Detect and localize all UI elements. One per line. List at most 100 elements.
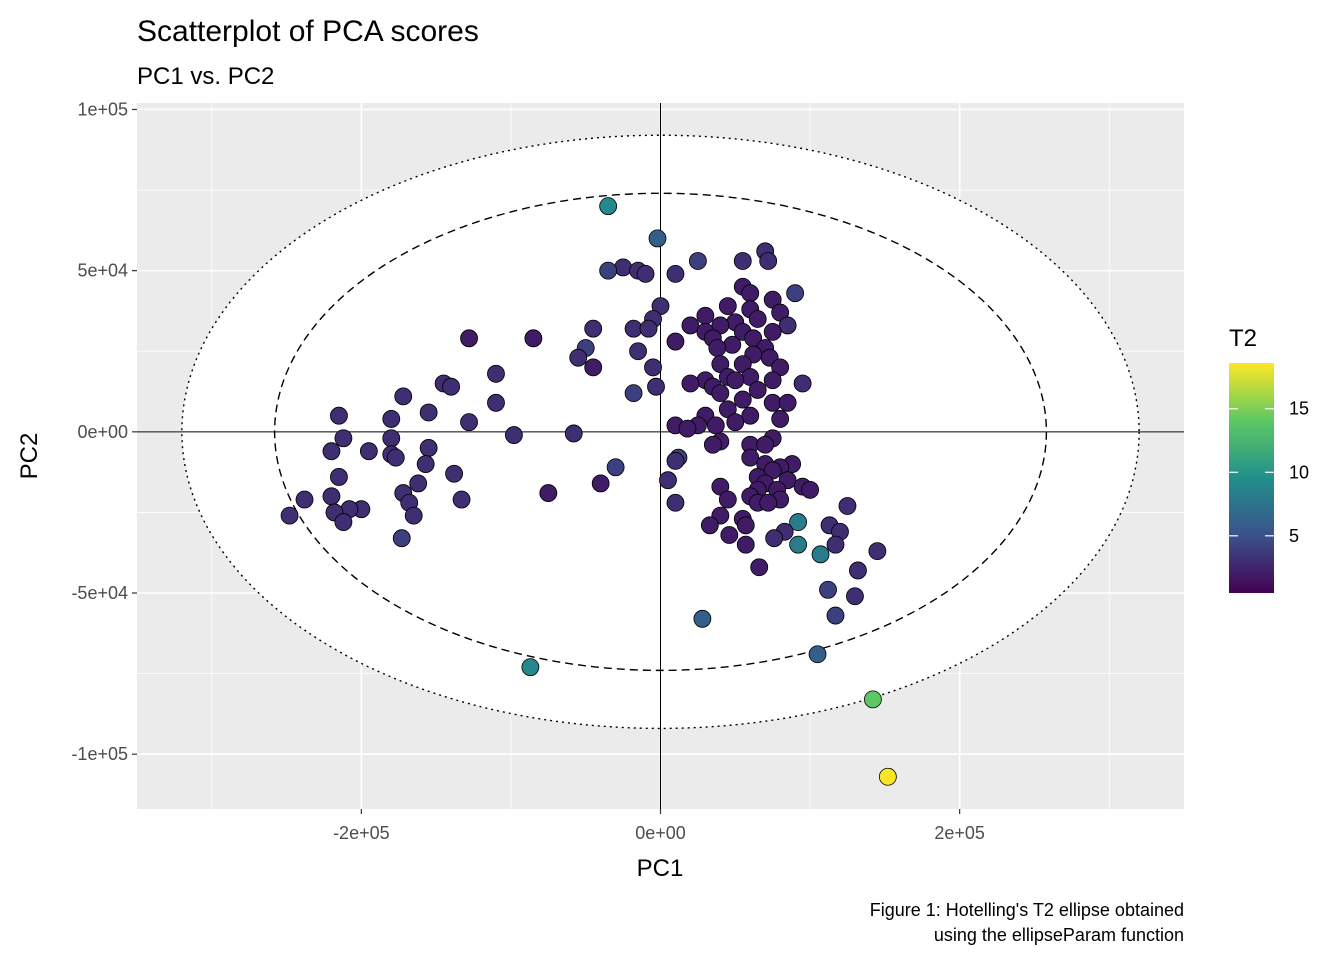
data-point: [711, 384, 730, 403]
data-point: [771, 410, 790, 428]
y-tick-label: -1e+05: [71, 744, 128, 764]
data-point: [442, 377, 461, 396]
data-point: [811, 545, 830, 564]
data-point: [564, 424, 583, 443]
data-point: [569, 348, 588, 367]
data-point: [846, 587, 864, 606]
y-tick-label: 0e+00: [77, 422, 128, 442]
data-point: [386, 448, 405, 467]
data-point: [539, 484, 558, 502]
data-point: [334, 513, 353, 531]
data-point: [703, 435, 722, 454]
data-point: [666, 493, 685, 512]
x-axis-ticks: -2e+05 0e+00 2e+05: [333, 809, 985, 843]
legend-tick-label: 10: [1289, 462, 1309, 482]
data-point: [647, 377, 665, 396]
data-point: [718, 490, 737, 509]
data-point: [392, 529, 411, 548]
y-tick-label: 5e+04: [77, 261, 128, 281]
data-point: [452, 490, 471, 509]
chart-subtitle: PC1 vs. PC2: [137, 63, 274, 90]
data-point: [295, 490, 314, 509]
data-point: [606, 458, 625, 477]
data-point: [666, 332, 685, 351]
data-point: [778, 393, 797, 412]
data-point: [629, 342, 647, 361]
data-point: [322, 487, 341, 506]
data-point: [801, 480, 819, 499]
y-axis-ticks: -1e+05 -5e+04 0e+00 5e+04 1e+05: [71, 99, 137, 764]
data-point: [720, 526, 739, 544]
data-point: [693, 609, 712, 628]
data-point: [763, 322, 782, 341]
data-point: [826, 535, 845, 554]
data-point: [826, 606, 845, 625]
data-point: [280, 506, 299, 525]
data-point: [460, 413, 478, 432]
data-point: [644, 358, 662, 377]
data-point: [868, 542, 887, 561]
data-point: [736, 516, 755, 535]
data-point: [505, 426, 523, 444]
data-point: [419, 403, 438, 422]
points: [280, 197, 897, 786]
data-point: [487, 364, 505, 383]
data-point: [445, 464, 463, 483]
data-point: [878, 767, 897, 786]
legend-title: T2: [1229, 325, 1257, 352]
data-point: [584, 358, 603, 377]
chart-title: Scatterplot of PCA scores: [137, 15, 479, 48]
data-point: [659, 471, 677, 490]
data-point: [681, 316, 700, 335]
data-point: [678, 419, 697, 438]
data-point: [741, 448, 760, 467]
data-point: [808, 645, 827, 664]
data-point: [460, 329, 478, 348]
legend-tick-label: 15: [1289, 399, 1309, 419]
data-point: [666, 451, 685, 470]
data-point: [741, 406, 760, 425]
data-point: [636, 264, 655, 283]
data-point: [382, 410, 401, 428]
x-tick-label: 0e+00: [635, 823, 686, 843]
x-tick-label: 2e+05: [934, 823, 985, 843]
data-point: [591, 474, 610, 493]
legend-ticks: 5 10 15: [1229, 399, 1309, 546]
data-point: [696, 306, 715, 325]
data-point: [666, 264, 685, 283]
data-point: [726, 413, 745, 432]
data-point: [819, 580, 837, 599]
data-point: [409, 474, 428, 493]
caption-line-2: using the ellipseParam function: [934, 925, 1184, 945]
data-point: [748, 381, 767, 399]
y-tick-label: -5e+04: [71, 583, 128, 603]
data-point: [765, 529, 784, 548]
data-point: [793, 374, 812, 393]
data-point: [648, 229, 667, 248]
data-point: [789, 535, 808, 554]
y-tick-label: 1e+05: [77, 99, 128, 119]
data-point: [624, 384, 643, 403]
data-point: [639, 319, 658, 338]
legend-colorbar: [1229, 363, 1274, 593]
x-axis-label: PC1: [637, 855, 684, 882]
data-point: [394, 387, 413, 406]
data-point: [700, 516, 719, 535]
data-point: [838, 497, 857, 515]
data-point: [708, 339, 727, 357]
data-point: [614, 258, 633, 277]
data-point: [322, 442, 341, 461]
data-point: [789, 513, 808, 531]
data-point: [599, 197, 618, 216]
reference-lines: [137, 103, 1184, 809]
data-point: [624, 319, 643, 338]
data-point: [763, 371, 782, 390]
data-point: [723, 335, 742, 354]
data-point: [733, 390, 752, 409]
data-point: [382, 429, 401, 448]
data-point: [726, 371, 745, 390]
x-tick-label: -2e+05: [333, 823, 390, 843]
data-point: [487, 393, 505, 412]
data-point: [786, 284, 805, 303]
